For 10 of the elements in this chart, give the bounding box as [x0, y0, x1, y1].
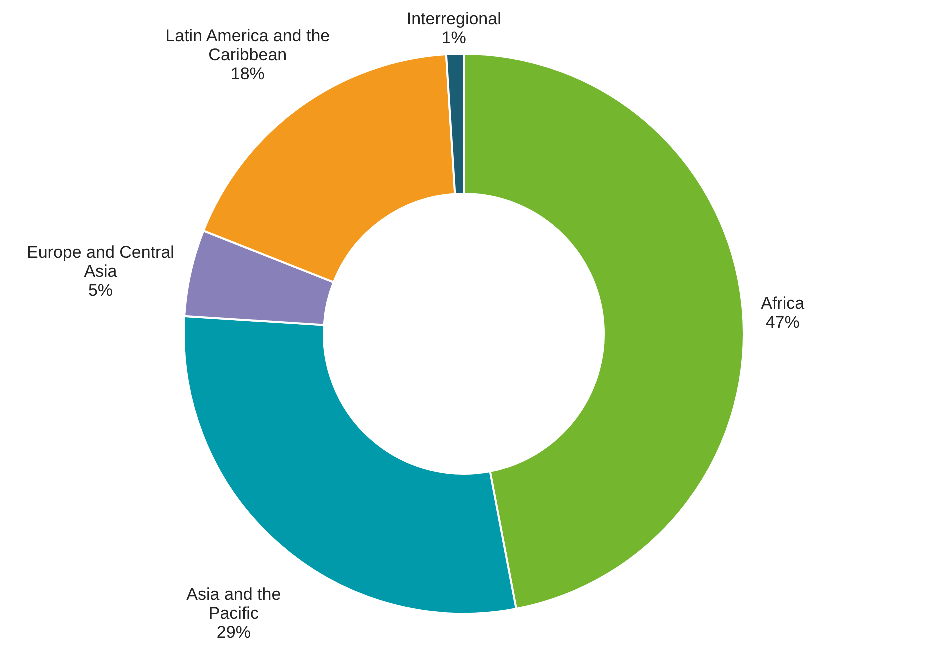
slice-label: Africa: [761, 294, 806, 313]
data-label: 5%: [88, 280, 114, 300]
data-label: 29%: [216, 622, 251, 642]
data-label: 1%: [442, 28, 466, 48]
data-label: 47%: [766, 312, 800, 332]
slice-label: Europe and Central Asia: [27, 242, 174, 281]
slice-label: Latin America and the Caribbean: [166, 26, 330, 65]
slice-label: Interregional: [406, 9, 502, 28]
slice-label: Asia and the Pacific: [186, 584, 282, 623]
data-label: 18%: [230, 64, 265, 84]
